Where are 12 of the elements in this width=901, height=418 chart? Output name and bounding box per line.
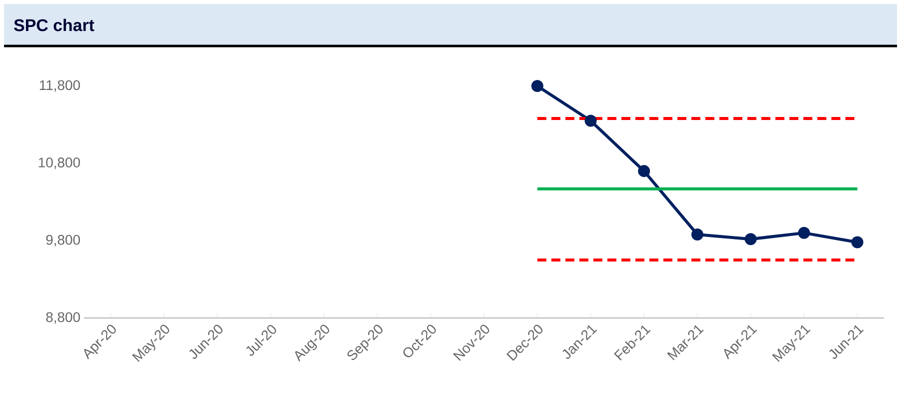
point [744,233,757,246]
y-tick-label: 9,800 [46,234,80,246]
y-tick-label: 8,800 [46,312,80,324]
point [798,226,810,239]
chart-title: SPC chart [14,18,94,32]
point [691,228,704,240]
y-tick-label: 10,800 [38,158,80,170]
y-tick-label: 11,800 [40,80,80,92]
point [584,114,597,127]
point [851,236,864,248]
point [638,165,650,178]
point [531,80,544,92]
